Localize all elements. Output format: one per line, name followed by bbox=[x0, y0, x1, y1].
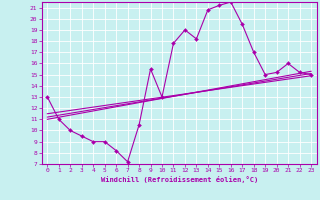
X-axis label: Windchill (Refroidissement éolien,°C): Windchill (Refroidissement éolien,°C) bbox=[100, 176, 258, 183]
